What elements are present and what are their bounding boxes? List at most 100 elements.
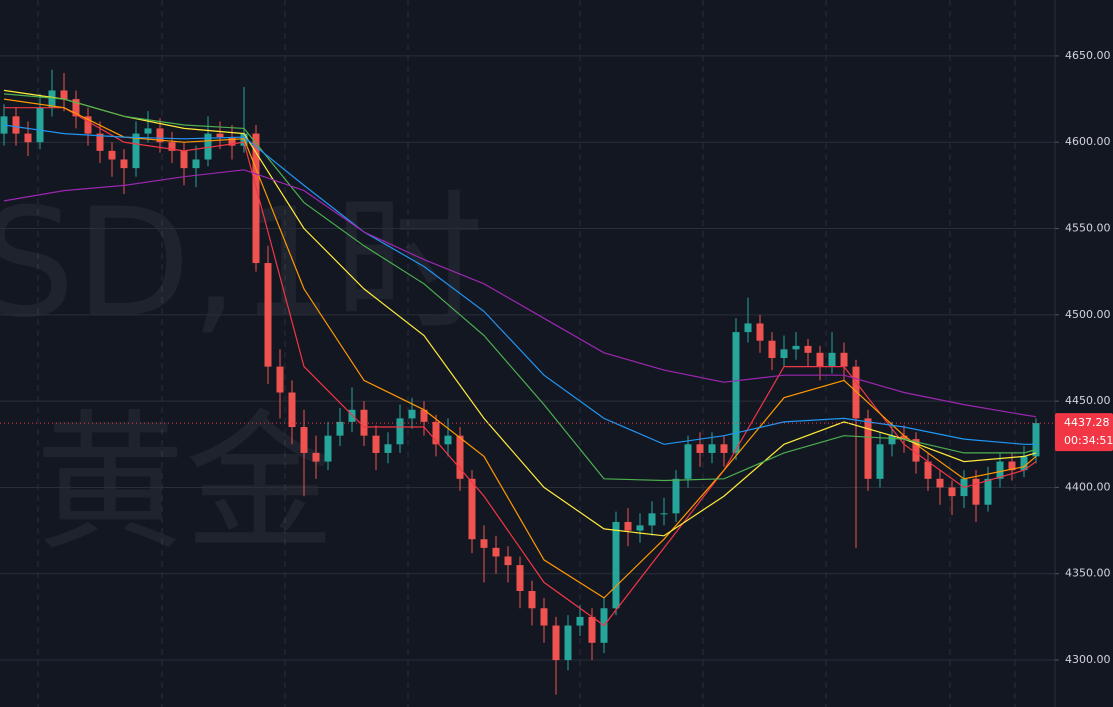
candle-body <box>840 352 848 367</box>
candle-body <box>96 133 104 151</box>
candle-body <box>540 608 548 626</box>
candle-body <box>624 521 632 531</box>
candle-body <box>876 444 884 479</box>
candle-body <box>468 478 476 540</box>
candle-body <box>0 116 8 134</box>
candle-body <box>984 478 992 505</box>
candle-body <box>264 263 272 367</box>
candle-body <box>696 444 704 453</box>
candle-body <box>348 409 356 422</box>
candle-body <box>636 525 644 531</box>
candle-body <box>552 625 560 661</box>
candle-body <box>384 444 392 453</box>
candle-body <box>252 133 260 264</box>
candle-body <box>12 116 20 134</box>
candle-body <box>288 392 296 428</box>
candle-body <box>48 90 56 108</box>
candle-body <box>516 565 524 592</box>
candle-body <box>36 107 44 143</box>
candle-body <box>192 159 200 169</box>
candle-body <box>132 133 140 169</box>
candle-body <box>996 461 1004 479</box>
candle-body <box>972 478 980 505</box>
candle-body <box>936 478 944 488</box>
candle-body <box>588 616 596 643</box>
y-tick-label: 4350.00 <box>1065 567 1111 580</box>
candle-body <box>204 133 212 160</box>
ma-line <box>3 124 1036 445</box>
candle-body <box>372 435 380 453</box>
y-tick-label: 4600.00 <box>1065 135 1111 148</box>
candle-body <box>672 478 680 514</box>
candle-body <box>660 513 668 515</box>
candle-body <box>912 439 920 462</box>
candle-body <box>1032 423 1040 457</box>
candle-body <box>948 487 956 497</box>
candle-body <box>312 452 320 462</box>
ma-line <box>3 169 1037 418</box>
candle-body <box>72 99 80 117</box>
candle-body <box>432 421 440 445</box>
watermark: 黄金 <box>35 397 335 571</box>
ma-line <box>3 98 1037 599</box>
candle-body <box>828 352 836 367</box>
candle-body <box>864 418 872 479</box>
candle-body <box>1008 461 1016 471</box>
candle-body <box>216 133 224 138</box>
candle-body <box>24 133 32 143</box>
candle-body <box>336 421 344 436</box>
candle-body <box>180 150 188 169</box>
y-tick-label: 4550.00 <box>1065 222 1111 235</box>
candle-body <box>780 349 788 358</box>
candle-body <box>456 435 464 479</box>
time-grid <box>37 0 1016 707</box>
ma-line <box>3 93 1037 482</box>
candle-body <box>756 323 764 341</box>
candle-body <box>444 435 452 445</box>
candle-body <box>504 556 512 566</box>
ma-line <box>4 107 1037 627</box>
candle-body <box>768 340 776 358</box>
candle-body <box>720 444 728 453</box>
candle-body <box>576 616 584 626</box>
candle-body <box>324 435 332 462</box>
candle-body <box>888 435 896 445</box>
last-price-label: 4437.28 <box>1064 416 1110 429</box>
candle-body <box>924 461 932 479</box>
candle-body <box>816 352 824 367</box>
candle-body <box>564 625 572 661</box>
watermark: SD,1时 <box>0 177 484 351</box>
y-tick-label: 4300.00 <box>1065 653 1111 666</box>
candle-body <box>84 116 92 134</box>
candle-body <box>528 591 536 609</box>
candle-body <box>228 137 236 146</box>
candle-body <box>744 323 752 333</box>
y-tick-label: 4500.00 <box>1065 308 1111 321</box>
candle-body <box>144 128 152 134</box>
candle-body <box>684 444 692 479</box>
countdown-label: 00:34:51 <box>1064 434 1113 447</box>
candle-body <box>168 142 176 151</box>
candle-body <box>108 150 116 160</box>
candle-body <box>420 409 428 422</box>
candle-body <box>708 444 716 453</box>
candle-body <box>732 332 740 453</box>
candle-body <box>120 159 128 169</box>
last-price-box <box>1055 413 1113 452</box>
candle-body <box>396 418 404 445</box>
candle-body <box>900 435 908 440</box>
candle-body <box>648 513 656 526</box>
candle-body <box>612 521 620 609</box>
candle-body <box>480 539 488 548</box>
candle-body <box>60 90 68 100</box>
y-tick-label: 4650.00 <box>1065 49 1111 62</box>
candle-body <box>300 427 308 453</box>
candle-body <box>804 345 812 353</box>
candle-body <box>852 366 860 419</box>
y-tick-label: 4400.00 <box>1065 480 1111 493</box>
y-tick-label: 4450.00 <box>1065 394 1111 407</box>
candle-body <box>276 366 284 393</box>
candle-body <box>492 547 500 557</box>
